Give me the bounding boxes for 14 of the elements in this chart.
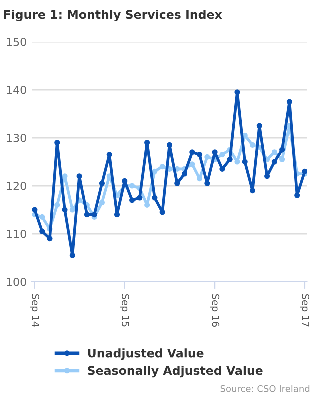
legend-label: Unadjusted Value <box>88 348 204 360</box>
y-tick-label: 110 <box>7 230 26 238</box>
x-tick-label: Sep 17 <box>300 294 310 327</box>
x-tick-label: Sep 14 <box>30 294 40 328</box>
y-tick-label: 120 <box>7 182 26 190</box>
x-tick-label: Sep 15 <box>120 294 130 327</box>
y-tick-label: 100 <box>7 278 26 286</box>
legend-label: Seasonally Adjusted Value <box>88 366 263 378</box>
x-tick-label: Sep 16 <box>210 294 220 327</box>
y-tick-label: 150 <box>7 38 26 46</box>
y-tick-label: 130 <box>7 134 26 142</box>
source-note: Source: CSO Ireland <box>220 385 310 392</box>
y-tick-label: 140 <box>7 86 26 94</box>
chart-title: Figure 1: Monthly Services Index <box>4 10 222 22</box>
